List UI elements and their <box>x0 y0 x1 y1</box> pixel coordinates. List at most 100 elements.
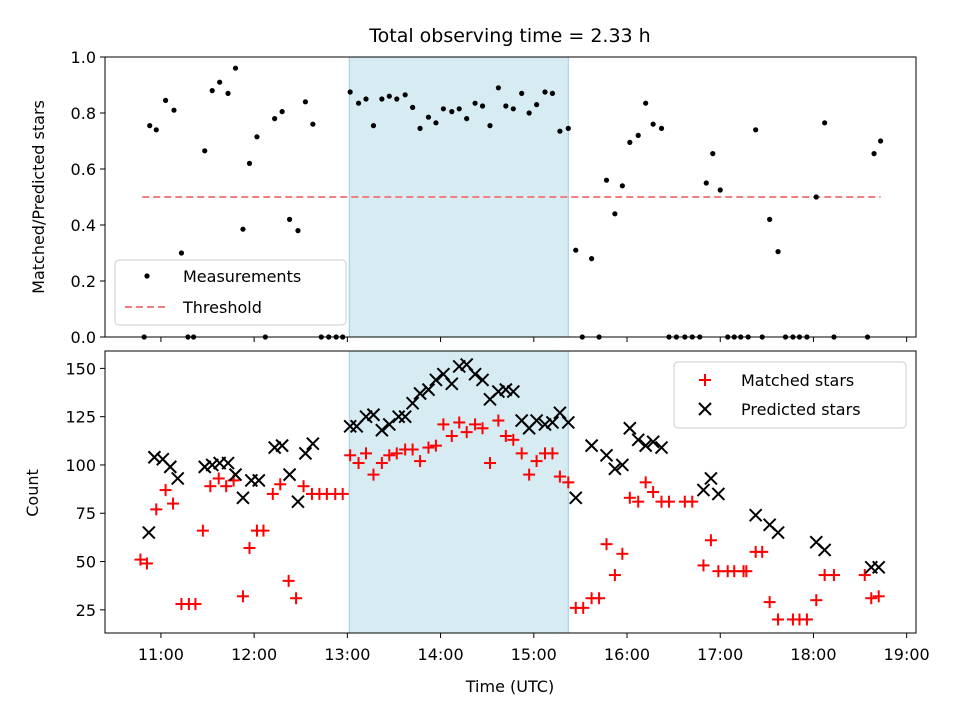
matched-star-point <box>266 487 279 500</box>
matched-star-point <box>483 457 496 470</box>
top-ylabel: Matched/Predicted stars <box>29 100 48 294</box>
measurement-point <box>619 183 625 189</box>
measurement-point <box>603 177 610 183</box>
measurement-point <box>246 160 253 166</box>
measurement-point <box>425 114 432 120</box>
predicted-star-point <box>506 384 521 399</box>
measurement-point <box>717 187 723 193</box>
measurement-point <box>627 139 633 145</box>
top-ytick-label-2: 0.4 <box>71 216 96 235</box>
measurement-point <box>402 92 408 98</box>
predicted-star-point <box>475 373 490 387</box>
measurement-point <box>650 121 656 127</box>
matched-star-point <box>872 590 885 603</box>
bottom-xtick-label-7: 18:00 <box>790 645 836 664</box>
bottom-ytick-label-3: 100 <box>65 456 96 475</box>
measurement-point <box>153 127 159 133</box>
predicted-star-point <box>171 471 185 486</box>
predicted-star-point <box>298 446 313 461</box>
matched-star-point <box>159 484 172 497</box>
matched-star-point <box>367 468 380 481</box>
top-ytick-label-5: 1.0 <box>71 48 96 67</box>
predicted-star-point <box>252 473 266 488</box>
bottom-ytick-label-5: 150 <box>65 359 96 378</box>
bottom-panel: 11:00 12:00 13:00 14:00 15:00 16:00 17:00 18:00… <box>23 350 930 696</box>
measurement-point <box>394 96 400 102</box>
top-ytick-label-1: 0.2 <box>71 272 96 291</box>
measurement-point <box>386 93 392 99</box>
predicted-star-point <box>445 377 459 391</box>
measurement-point <box>225 90 231 96</box>
matched-star-point <box>290 592 303 605</box>
matched-star-point <box>297 480 310 493</box>
bottom-xlabel: Time (UTC) <box>465 677 554 696</box>
matched-star-point <box>196 524 209 537</box>
predicted-star-point <box>142 525 156 540</box>
legend-predicted-label: Predicted stars <box>741 400 861 419</box>
matched-star-point <box>577 601 590 614</box>
top-legend: Measurements Threshold <box>114 259 347 326</box>
matched-star-point <box>858 569 871 582</box>
bottom-xtick-label-6: 17:00 <box>697 645 743 664</box>
predicted-star-point <box>638 438 653 453</box>
measurement-point <box>310 121 316 127</box>
matched-star-point <box>662 495 675 508</box>
matched-star-point <box>686 495 699 508</box>
matched-star-point <box>593 592 606 605</box>
matched-star-point <box>390 447 403 460</box>
matched-star-point <box>344 449 357 462</box>
measurement-point <box>495 85 501 91</box>
matched-star-point <box>647 486 660 498</box>
measurement-point <box>549 90 556 96</box>
measurement-point <box>753 127 759 133</box>
bottom-xtick-label-4: 15:00 <box>511 645 557 664</box>
measurement-point <box>565 125 571 131</box>
matched-star-point <box>756 545 769 558</box>
bottom-xtick-label-5: 16:00 <box>604 645 650 664</box>
matched-star-point <box>740 565 753 578</box>
measurement-point <box>534 102 540 108</box>
predicted-star-point <box>275 438 289 453</box>
matched-star-point <box>134 553 147 566</box>
measurement-point <box>147 123 153 129</box>
matched-star-point <box>375 457 388 470</box>
predicted-star-point <box>623 421 637 435</box>
matched-star-point <box>632 495 645 508</box>
predicted-star-point <box>228 467 243 482</box>
measurement-point <box>643 100 649 106</box>
matched-star-point <box>639 476 652 489</box>
matched-star-point <box>546 447 559 460</box>
predicted-star-point <box>817 543 832 557</box>
predicted-star-point <box>382 417 397 432</box>
measurement-point <box>162 97 169 103</box>
bottom-legend: Matched stars Predicted stars <box>673 361 907 429</box>
measurement-point <box>658 125 665 131</box>
top-axes-frame <box>104 56 917 338</box>
predicted-star-point <box>429 373 443 387</box>
matched-star-point <box>553 470 566 483</box>
bottom-points <box>134 357 886 626</box>
predicted-star-point <box>584 438 599 453</box>
matched-star-point <box>772 613 785 626</box>
measurement-point <box>449 109 455 115</box>
matched-star-point <box>204 480 217 493</box>
legend-plus-marker <box>699 374 711 386</box>
matched-star-point <box>453 416 466 429</box>
matched-star-point <box>523 468 536 481</box>
predicted-star-point <box>545 415 560 430</box>
matched-star-point <box>257 524 270 537</box>
measurement-point <box>232 65 239 71</box>
bottom-ticks: 11:00 12:00 13:00 14:00 15:00 16:00 17:00 18:00… <box>65 351 930 664</box>
measurement-point <box>813 194 819 200</box>
bottom-axes-frame <box>104 350 917 634</box>
matched-star-point <box>422 441 435 454</box>
bottom-ylabel: Count <box>23 469 42 517</box>
matched-star-point <box>189 598 202 611</box>
matched-star-point <box>810 594 823 607</box>
bottom-highlight-span <box>349 351 569 633</box>
measurement-point <box>703 180 709 186</box>
measurement-point <box>526 110 532 116</box>
predicted-star-point <box>398 409 412 424</box>
matched-star-point <box>697 559 710 572</box>
measurement-point <box>286 216 293 222</box>
